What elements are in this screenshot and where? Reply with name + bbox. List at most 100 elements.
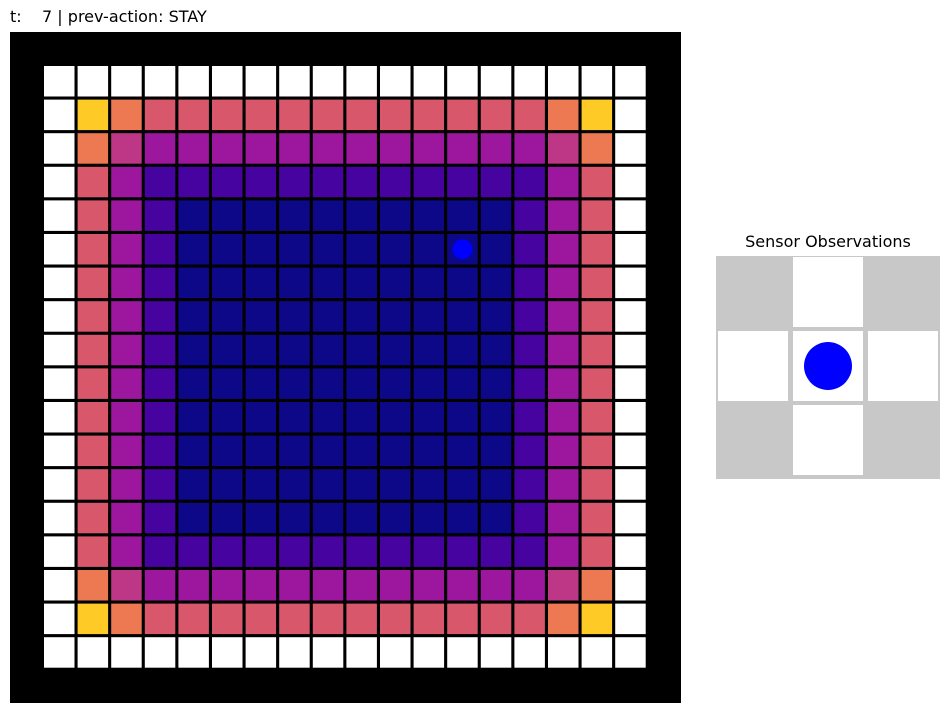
field-cell (480, 435, 512, 467)
field-cell (380, 536, 411, 567)
field-cell (111, 133, 142, 164)
prev-action-value: STAY (168, 7, 207, 26)
field-cell (212, 234, 243, 265)
field-cell (144, 502, 176, 534)
field-cell (212, 570, 243, 601)
field-cell (111, 536, 142, 567)
empty-cell (548, 66, 579, 97)
empty-cell (44, 267, 75, 299)
field-cell (346, 368, 377, 399)
field-cell (312, 368, 344, 399)
sensor-free-cell (868, 331, 938, 401)
field-cell (312, 435, 344, 467)
field-cell (581, 570, 613, 601)
empty-cell (346, 66, 377, 97)
field-cell (212, 301, 243, 332)
time-value: 7 (42, 7, 53, 26)
field-cell (581, 536, 613, 567)
field-cell (111, 402, 142, 433)
field-cell (144, 301, 176, 332)
field-cell (144, 166, 176, 198)
field-cell (212, 536, 243, 567)
field-cell (77, 334, 109, 366)
field-cell (480, 469, 512, 500)
empty-cell (144, 66, 176, 97)
field-cell (245, 133, 277, 164)
empty-cell (111, 637, 142, 668)
field-cell (212, 334, 243, 366)
field-cell (581, 200, 613, 231)
field-cell (548, 99, 579, 131)
field-cell (480, 166, 512, 198)
empty-cell (44, 536, 75, 567)
field-cell (144, 334, 176, 366)
field-cell (413, 570, 445, 601)
field-cell (380, 234, 411, 265)
field-cell (77, 536, 109, 567)
field-cell (480, 99, 512, 131)
empty-cell (615, 435, 646, 467)
field-cell (548, 502, 579, 534)
prev-action-label: prev-action: (67, 7, 164, 26)
field-cell (447, 301, 478, 332)
field-cell (581, 267, 613, 299)
empty-cell (178, 66, 209, 97)
sensor-free-cell (793, 405, 863, 475)
field-cell (144, 570, 176, 601)
field-cell (77, 435, 109, 467)
field-cell (144, 435, 176, 467)
field-cell (178, 334, 209, 366)
empty-cell (44, 637, 75, 668)
empty-cell (77, 637, 109, 668)
empty-cell (615, 368, 646, 399)
field-cell (548, 603, 579, 635)
field-cell (312, 267, 344, 299)
grid-world-board (10, 32, 681, 703)
field-cell (447, 469, 478, 500)
field-cell (480, 301, 512, 332)
field-cell (312, 200, 344, 231)
field-cell (447, 166, 478, 198)
field-cell (514, 267, 545, 299)
field-cell (279, 334, 310, 366)
empty-cell (279, 637, 310, 668)
field-cell (312, 402, 344, 433)
field-cell (111, 334, 142, 366)
field-cell (548, 570, 579, 601)
field-cell (111, 603, 142, 635)
field-cell (312, 234, 344, 265)
field-cell (548, 234, 579, 265)
empty-cell (44, 234, 75, 265)
field-cell (548, 402, 579, 433)
field-cell (480, 267, 512, 299)
field-cell (480, 402, 512, 433)
sensor-free-cell (718, 331, 788, 401)
field-cell (279, 469, 310, 500)
field-cell (212, 133, 243, 164)
field-cell (77, 368, 109, 399)
field-cell (111, 368, 142, 399)
field-cell (548, 435, 579, 467)
empty-cell (480, 637, 512, 668)
field-cell (581, 368, 613, 399)
field-cell (178, 166, 209, 198)
field-cell (212, 603, 243, 635)
empty-cell (44, 66, 75, 97)
field-cell (212, 200, 243, 231)
field-cell (245, 502, 277, 534)
field-cell (144, 536, 176, 567)
field-cell (144, 200, 176, 231)
field-cell (312, 133, 344, 164)
empty-cell (44, 435, 75, 467)
field-cell (77, 234, 109, 265)
empty-cell (615, 637, 646, 668)
field-cell (279, 267, 310, 299)
empty-cell (615, 603, 646, 635)
field-cell (413, 536, 445, 567)
field-cell (380, 334, 411, 366)
field-cell (144, 368, 176, 399)
field-cell (548, 166, 579, 198)
field-cell (413, 301, 445, 332)
field-cell (245, 570, 277, 601)
empty-cell (44, 200, 75, 231)
